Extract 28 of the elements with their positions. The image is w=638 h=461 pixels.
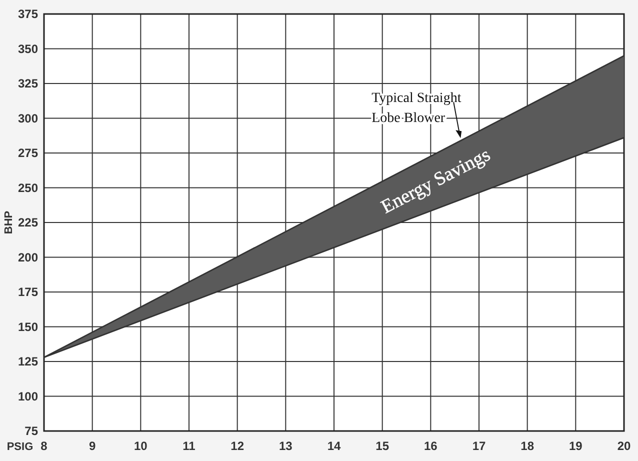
x-tick-label: 16 — [424, 439, 438, 453]
y-tick-label: 325 — [18, 76, 38, 91]
y-tick-label: 100 — [18, 389, 38, 404]
y-tick-label: 175 — [18, 285, 38, 300]
x-tick-label: 12 — [230, 439, 244, 453]
y-tick-label: 275 — [18, 146, 38, 160]
x-tick-label: 19 — [568, 439, 583, 453]
x-tick-label: 18 — [520, 439, 534, 453]
y-axis-title: BHP — [3, 210, 15, 234]
y-tick-label: 250 — [18, 180, 38, 195]
x-tick-label: 10 — [134, 439, 148, 453]
x-tick-label: 8 — [40, 439, 48, 453]
x-tick-label: 9 — [88, 439, 96, 453]
y-tick-label: 125 — [18, 354, 38, 369]
y-tick-label: 75 — [24, 424, 38, 438]
y-tick-label: 150 — [18, 320, 38, 334]
y-tick-label: 350 — [18, 42, 38, 56]
y-tick-label: 200 — [18, 250, 38, 264]
y-tick-label: 375 — [18, 7, 38, 22]
x-tick-label: 20 — [617, 439, 631, 453]
y-tick-label: 225 — [18, 216, 38, 230]
x-tick-label: 17 — [472, 439, 486, 453]
x-tick-label: 14 — [327, 439, 341, 453]
x-tick-label: 13 — [278, 439, 293, 453]
y-tick-label: 300 — [18, 111, 38, 126]
x-tick-label: 15 — [376, 439, 390, 453]
x-tick-label: 11 — [182, 439, 196, 453]
x-axis-title: PSIG — [6, 441, 34, 453]
